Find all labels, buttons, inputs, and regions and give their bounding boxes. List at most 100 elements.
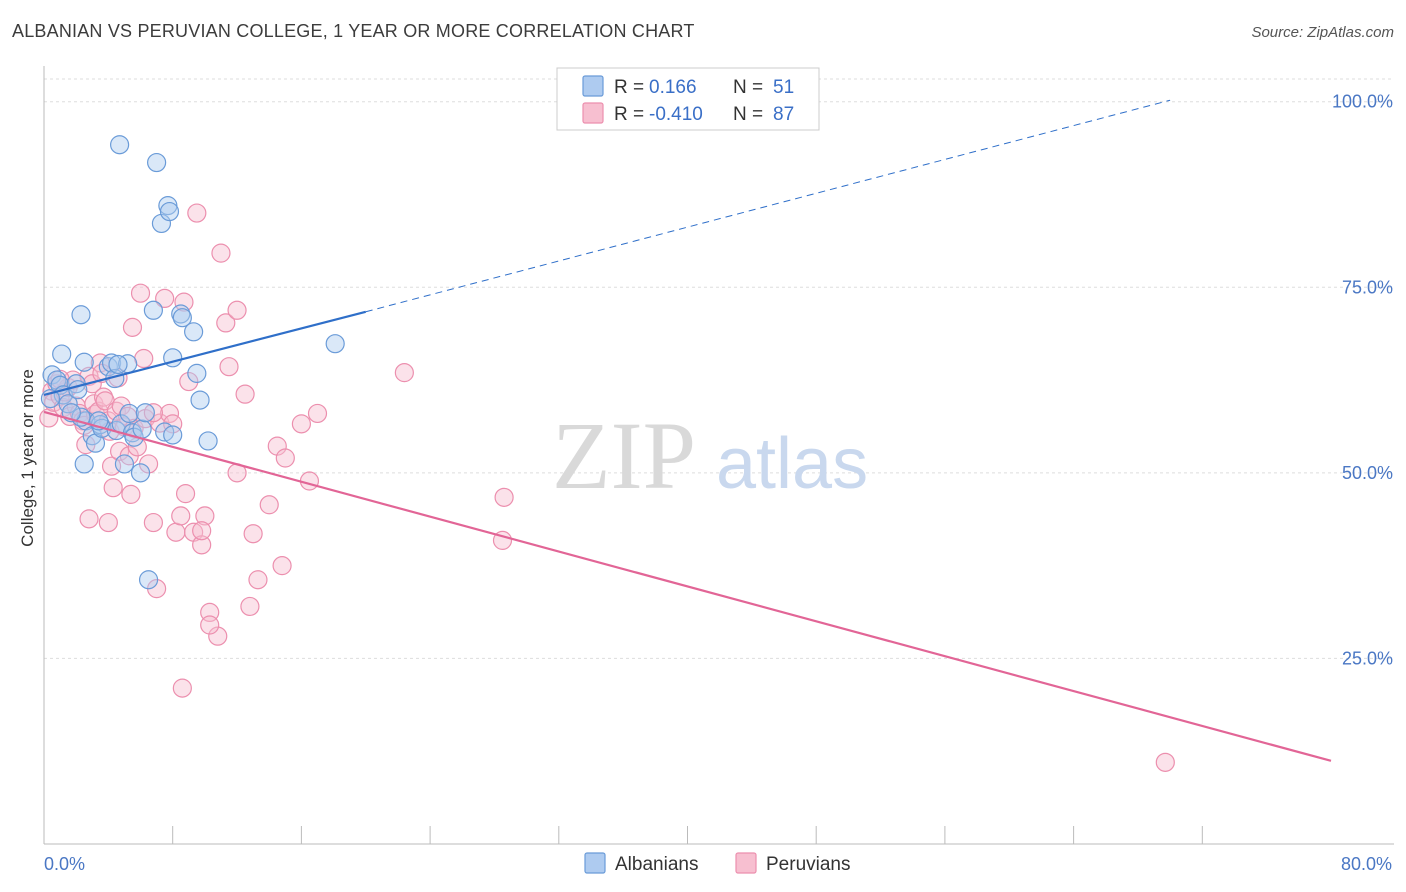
point-albanian: [159, 201, 180, 222]
legend-r-label: R =: [614, 77, 644, 98]
point-peruvian: [122, 317, 143, 337]
point-peruvian: [259, 495, 279, 515]
y-axis-title: College, 1 year or more: [18, 369, 37, 547]
point-albanian: [52, 344, 72, 364]
point-albanian: [198, 431, 218, 451]
point-peruvian: [248, 570, 268, 590]
point-peruvian: [103, 478, 123, 498]
legend-n-label: N =: [733, 77, 763, 98]
watermark-zip: ZIP: [552, 402, 696, 509]
point-peruvian: [272, 556, 292, 576]
tick-labels: 25.0% 50.0% 75.0% 100.0% 0.0% 80.0%: [44, 92, 1393, 874]
point-albanian: [135, 403, 155, 423]
legend: R = 0.166 N = 51 R = -0.410 N = 87: [556, 67, 820, 131]
y-tick-label: 25.0%: [1342, 648, 1393, 668]
point-peruvian: [79, 509, 99, 529]
point-albanian: [130, 463, 151, 483]
point-peruvian: [227, 300, 247, 320]
point-albanian: [163, 425, 183, 445]
legend-r-peruvians: -0.410: [649, 104, 703, 125]
point-peruvian: [110, 441, 130, 461]
point-peruvian: [208, 626, 228, 646]
legend-r-label: R =: [614, 104, 644, 125]
point-peruvian: [235, 384, 255, 404]
point-peruvian: [121, 484, 141, 504]
point-peruvian: [187, 203, 207, 223]
point-albanian: [101, 353, 122, 373]
bottom-legend-peruvians: Peruvians: [766, 854, 851, 875]
point-albanian: [190, 390, 210, 410]
point-peruvian: [171, 506, 191, 526]
point-peruvian: [179, 371, 199, 392]
point-peruvian: [192, 535, 212, 555]
point-peruvian: [243, 524, 263, 544]
axes: [43, 66, 1394, 845]
point-peruvian: [240, 596, 260, 617]
point-peruvian: [200, 615, 220, 635]
point-peruvian: [143, 403, 163, 423]
point-peruvian: [155, 288, 175, 309]
legend-swatch-albanians: [582, 75, 604, 97]
watermark: ZIP atlas: [552, 402, 868, 509]
point-peruvian: [307, 403, 328, 424]
point-albanian: [143, 300, 163, 320]
point-peruvian: [291, 414, 311, 434]
point-peruvian: [1155, 752, 1175, 772]
point-peruvian: [195, 506, 215, 526]
chart-source: Source: ZipAtlas.com: [1251, 24, 1394, 41]
point-albanian: [132, 419, 152, 439]
point-peruvian: [394, 363, 414, 383]
bottom-legend-swatch-peruvians: [735, 852, 757, 874]
trend-line-peruvians: [43, 410, 1332, 762]
bottom-legend-swatch-albanians: [584, 852, 606, 874]
point-peruvian: [98, 512, 118, 533]
point-albanian: [325, 334, 345, 354]
point-peruvian: [192, 521, 212, 541]
bottom-legend: Albanians Peruvians: [584, 852, 851, 875]
x-tick-label: 0.0%: [44, 854, 85, 874]
point-albanian: [74, 352, 94, 372]
trend-line-albanians: [43, 310, 367, 396]
point-peruvian: [211, 243, 231, 263]
grid: [44, 78, 1394, 659]
point-albanian: [108, 354, 128, 375]
legend-r-albanians: 0.166: [649, 77, 697, 98]
point-albanian: [138, 570, 159, 590]
legend-swatch-peruvians: [582, 102, 604, 124]
point-albanian: [71, 305, 91, 325]
trend-lines: [43, 99, 1332, 762]
point-peruvian: [130, 283, 151, 303]
point-peruvian: [143, 512, 163, 533]
x-tick-label: 80.0%: [1341, 854, 1392, 874]
point-albanian: [74, 454, 94, 474]
point-peruvian: [174, 292, 194, 312]
point-peruvian: [159, 403, 180, 424]
point-albanian: [119, 403, 139, 424]
legend-n-albanians: 51: [773, 77, 794, 98]
point-peruvian: [175, 484, 196, 504]
point-peruvian: [163, 414, 183, 434]
data-points: [39, 135, 1175, 772]
point-albanian: [110, 135, 130, 155]
point-peruvian: [134, 348, 154, 369]
point-peruvian: [172, 678, 192, 698]
y-tick-label: 50.0%: [1342, 463, 1393, 483]
point-albanian: [172, 308, 192, 328]
point-albanian: [68, 380, 88, 400]
point-albanian: [147, 152, 167, 173]
point-albanian: [187, 363, 207, 383]
point-peruvian: [275, 448, 295, 468]
trend-line-albanians-extension: [365, 99, 1171, 313]
legend-n-peruvians: 87: [773, 104, 794, 125]
legend-n-label: N =: [733, 104, 763, 125]
bottom-legend-albanians: Albanians: [615, 854, 698, 875]
point-albanian: [114, 454, 135, 474]
point-peruvian: [494, 487, 514, 507]
watermark-atlas: atlas: [716, 424, 868, 504]
point-peruvian: [219, 357, 239, 377]
point-peruvian: [299, 471, 320, 491]
y-tick-label: 100.0%: [1332, 92, 1393, 112]
point-albanian: [184, 322, 204, 342]
point-peruvian: [216, 313, 236, 333]
